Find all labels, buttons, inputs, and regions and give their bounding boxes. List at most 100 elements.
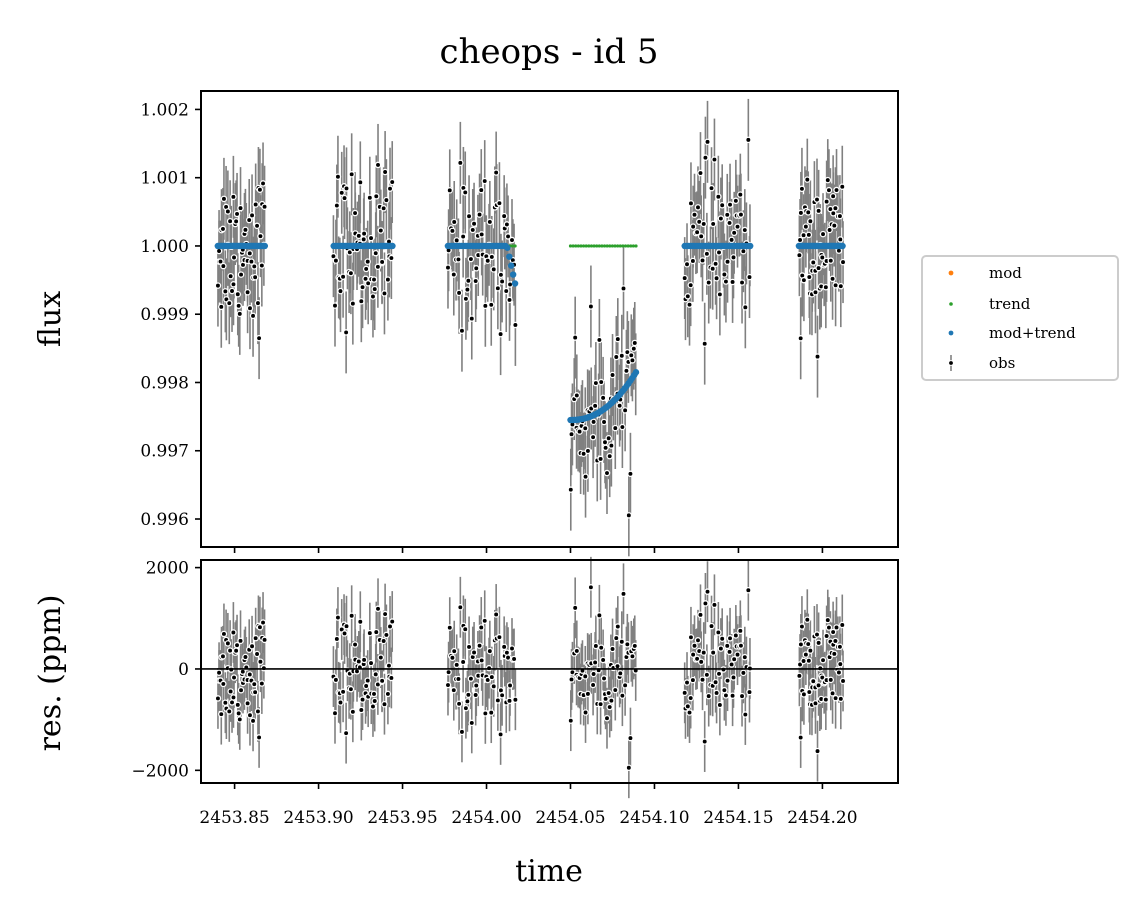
- flux-marks: [214, 98, 847, 557]
- obs-point: [745, 136, 752, 144]
- residual-point: [457, 604, 464, 611]
- obs-point: [709, 265, 716, 272]
- legend-entry-mod: mod: [948, 264, 1022, 282]
- obs-point: [226, 299, 233, 307]
- obs-point: [358, 297, 365, 305]
- residual-point: [737, 642, 745, 649]
- obs-point: [616, 402, 623, 409]
- obs-point: [721, 271, 728, 278]
- residual-point: [446, 624, 454, 631]
- residual-y-tick-label: −2000: [131, 761, 189, 781]
- residual-point: [732, 632, 740, 639]
- obs-point: [459, 233, 467, 240]
- residual-point: [715, 670, 723, 678]
- obs-point: [473, 265, 480, 272]
- obs-point: [251, 263, 258, 270]
- obs-point: [237, 204, 244, 212]
- residual-y-tick-label: 2000: [146, 559, 189, 579]
- time-x-ticks: 2453.85 2453.90 2453.95 2454.00 2454.05 2454.…: [199, 547, 858, 828]
- residual-point: [839, 621, 846, 629]
- residual-point: [590, 670, 597, 678]
- residual-point: [214, 695, 222, 702]
- obs-point: [242, 226, 249, 234]
- residual-point: [232, 647, 240, 654]
- obs-point: [730, 229, 738, 237]
- residual-point: [260, 664, 268, 672]
- residual-point: [510, 655, 518, 663]
- obs-point: [580, 450, 587, 457]
- trend-point: [587, 244, 591, 248]
- residual-point: [837, 695, 845, 703]
- obs-point: [597, 455, 604, 463]
- trend-point: [579, 244, 583, 248]
- obs-point: [359, 283, 366, 291]
- obs-point: [796, 236, 804, 244]
- obs-point: [348, 171, 355, 178]
- flux-panel: 0.996 0.997 0.998 0.999 1.000 1.001 1.002 flux: [33, 90, 899, 557]
- obs-point: [630, 345, 638, 352]
- obs-point: [612, 424, 619, 432]
- time-axis-label: time: [515, 854, 583, 889]
- residual-point: [571, 604, 579, 612]
- obs-point: [214, 282, 222, 289]
- obs-point: [596, 336, 603, 344]
- obs-point: [450, 218, 458, 226]
- residual-point: [708, 622, 715, 630]
- obs-point: [245, 216, 253, 224]
- residual-point: [367, 659, 375, 667]
- residual-point: [832, 694, 839, 702]
- residual-point: [603, 714, 611, 722]
- obs-point: [342, 329, 350, 336]
- residual-point: [261, 636, 268, 644]
- obs-point: [629, 357, 636, 364]
- obs-point: [716, 291, 724, 298]
- obs-point: [331, 302, 339, 309]
- residual-point: [582, 709, 589, 716]
- obs-point: [219, 225, 227, 233]
- obs-point: [800, 231, 807, 239]
- residual-point: [729, 692, 736, 699]
- obs-point: [476, 211, 483, 218]
- residual-point: [602, 695, 609, 703]
- residual-point: [488, 709, 495, 716]
- residual-point: [380, 637, 387, 645]
- obs-point: [723, 211, 731, 219]
- obs-point: [708, 184, 715, 192]
- obs-point: [614, 335, 622, 343]
- flux-y-tick-label: 0.998: [140, 373, 189, 393]
- residual-point: [343, 622, 350, 630]
- obs-point: [347, 269, 355, 277]
- residual-point: [798, 623, 806, 630]
- obs-point: [458, 327, 466, 334]
- mod-trend-point: [511, 280, 519, 287]
- segment-4-residuals: [567, 556, 639, 799]
- obs-point: [488, 301, 495, 309]
- obs-point: [446, 187, 454, 194]
- legend-trend-marker: [949, 302, 953, 306]
- residual-point: [591, 659, 599, 666]
- residual-point: [512, 696, 519, 704]
- residual-point: [567, 717, 575, 724]
- obs-point: [689, 223, 697, 230]
- legend-entry-trend: trend: [949, 295, 1031, 313]
- obs-point: [684, 293, 692, 300]
- obs-point: [482, 302, 489, 310]
- residual-point: [233, 641, 241, 649]
- residual-point: [815, 639, 822, 647]
- obs-point: [715, 249, 723, 256]
- obs-point: [619, 423, 626, 431]
- obs-point: [694, 204, 702, 211]
- obs-point: [590, 418, 597, 426]
- residual-point: [490, 683, 497, 690]
- obs-point: [246, 250, 254, 257]
- residual-point: [804, 616, 811, 623]
- residual-point: [738, 692, 746, 700]
- trend-point: [623, 244, 628, 248]
- obs-point: [351, 209, 359, 217]
- obs-point: [444, 264, 452, 271]
- trend-point: [574, 244, 578, 248]
- legend-obs-marker: [948, 360, 954, 366]
- obs-point: [620, 285, 627, 292]
- obs-point: [697, 233, 705, 240]
- obs-point: [366, 194, 374, 201]
